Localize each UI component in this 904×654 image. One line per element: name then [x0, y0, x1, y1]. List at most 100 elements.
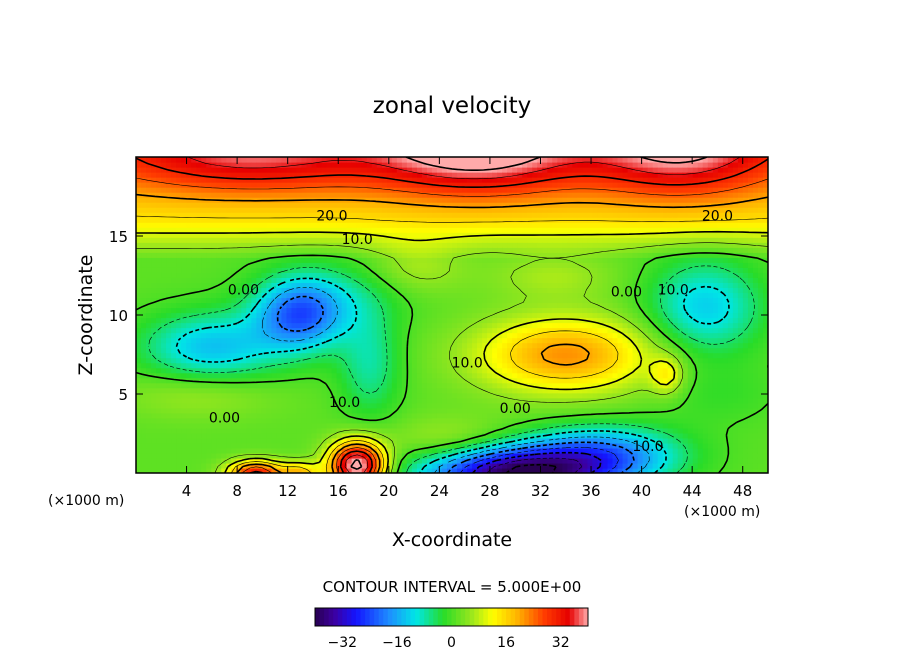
heatmap-cell: [171, 467, 177, 473]
heatmap-cell: [166, 277, 172, 283]
heatmap-cell: [241, 177, 247, 183]
heatmap-cell: [316, 297, 323, 304]
heatmap-cell: [286, 447, 293, 454]
heatmap-cell: [441, 222, 448, 228]
heatmap-cell: [146, 432, 152, 439]
heatmap-cell: [492, 287, 498, 294]
heatmap-cell: [371, 377, 378, 384]
heatmap-cell: [171, 202, 177, 208]
heatmap-cell: [507, 387, 513, 394]
heatmap-cell: [321, 357, 328, 364]
heatmap-cell: [416, 207, 423, 213]
heatmap-cell: [196, 387, 202, 394]
heatmap-cell: [522, 342, 528, 349]
heatmap-cell: [356, 282, 363, 289]
heatmap-cell: [462, 292, 468, 299]
heatmap-cell: [191, 352, 197, 359]
heatmap-cell: [446, 287, 453, 294]
heatmap-cell: [446, 242, 453, 248]
heatmap-cell: [221, 292, 227, 299]
heatmap-cell: [401, 302, 408, 309]
heatmap-cell: [527, 467, 533, 473]
heatmap-cell: [346, 227, 353, 233]
heatmap-cell: [467, 342, 473, 349]
heatmap-cell: [321, 377, 328, 384]
heatmap-cell: [201, 367, 207, 374]
heatmap-cell: [161, 362, 167, 369]
heatmap-cell: [336, 287, 343, 294]
heatmap-cell: [502, 212, 508, 218]
heatmap-cell: [452, 242, 458, 248]
heatmap-cell: [497, 327, 503, 334]
heatmap-cell: [391, 237, 398, 243]
heatmap-cell: [376, 272, 383, 278]
heatmap-cell: [487, 357, 493, 364]
heatmap-cell: [146, 462, 152, 469]
heatmap-cell: [426, 262, 433, 268]
heatmap-cell: [216, 322, 222, 329]
heatmap-cell: [331, 437, 338, 444]
heatmap-cell: [492, 362, 498, 369]
heatmap-cell: [286, 292, 293, 299]
heatmap-cell: [271, 252, 278, 258]
heatmap-cell: [141, 172, 147, 178]
heatmap-cell: [356, 422, 363, 429]
heatmap-cell: [241, 257, 247, 263]
heatmap-cell: [166, 297, 172, 304]
heatmap-cell: [341, 432, 348, 439]
heatmap-cell: [326, 402, 333, 409]
heatmap-cell: [487, 387, 493, 394]
heatmap-cell: [271, 462, 278, 469]
heatmap-cell: [261, 412, 268, 419]
heatmap-cell: [426, 347, 433, 354]
heatmap-cell: [351, 412, 358, 419]
heatmap-cell: [452, 172, 458, 178]
heatmap-cell: [231, 172, 237, 178]
heatmap-cell: [522, 222, 528, 228]
heatmap-cell: [462, 162, 468, 168]
heatmap-cell: [351, 312, 358, 319]
heatmap-cell: [381, 162, 388, 168]
heatmap-cell: [452, 307, 458, 314]
heatmap-cell: [386, 277, 393, 283]
heatmap-cell: [211, 457, 217, 464]
heatmap-cell: [472, 242, 478, 248]
heatmap-cell: [502, 252, 508, 258]
heatmap-cell: [321, 427, 328, 434]
heatmap-cell: [482, 372, 488, 379]
heatmap-cell: [281, 162, 288, 168]
heatmap-cell: [196, 442, 202, 449]
heatmap-cell: [171, 412, 177, 419]
heatmap-cell: [356, 392, 363, 399]
heatmap-cell: [341, 217, 348, 223]
heatmap-cell: [216, 192, 222, 198]
heatmap-cell: [151, 382, 157, 389]
heatmap-cell: [462, 347, 468, 354]
heatmap-cell: [462, 422, 468, 429]
heatmap-cell: [136, 402, 142, 409]
heatmap-cell: [141, 337, 147, 344]
heatmap-cell: [171, 407, 177, 414]
heatmap-cell: [186, 192, 192, 198]
heatmap-cell: [321, 227, 328, 233]
heatmap-cell: [492, 367, 498, 374]
heatmap-cell: [236, 332, 242, 339]
heatmap-cell: [196, 272, 202, 278]
heatmap-cell: [462, 417, 468, 424]
heatmap-cell: [151, 442, 157, 449]
heatmap-cell: [356, 377, 363, 384]
heatmap-cell: [386, 237, 393, 243]
heatmap-cell: [446, 252, 453, 258]
heatmap-cell: [256, 437, 262, 444]
heatmap-cell: [136, 392, 142, 399]
heatmap-cell: [266, 352, 273, 359]
heatmap-cell: [446, 172, 453, 178]
heatmap-cell: [261, 252, 268, 258]
heatmap-cell: [482, 252, 488, 258]
heatmap-cell: [226, 417, 232, 424]
heatmap-cell: [176, 442, 182, 449]
heatmap-cell: [191, 227, 197, 233]
heatmap-cell: [527, 317, 533, 324]
heatmap-cell: [176, 192, 182, 198]
heatmap-cell: [251, 427, 257, 434]
